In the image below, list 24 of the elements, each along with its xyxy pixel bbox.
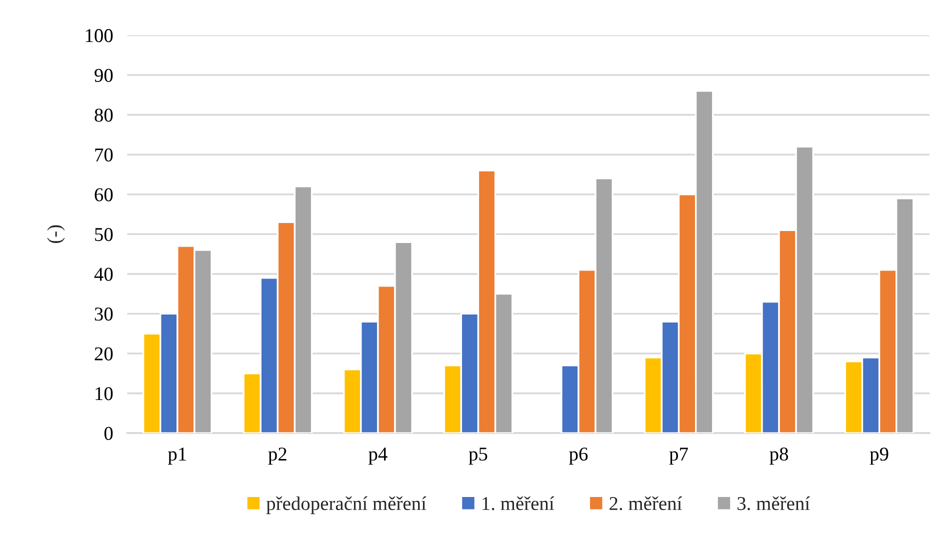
y-tick-label: 0 [104,426,113,440]
y-tick-label: 10 [96,387,113,400]
x-tick-label: p6 [569,448,588,465]
y-tick-label: 90 [94,68,113,82]
x-tick-label: p1 [168,448,186,465]
legend-label: 2. měření [610,496,682,510]
legend-label: předoperační měření [266,496,426,514]
y-tick-label: 70 [95,148,113,162]
x-tick-label: p9 [870,448,888,465]
x-tick-label: p2 [268,448,286,465]
y-tick-label: 100 [86,29,113,42]
y-tick-label: 60 [94,188,113,202]
x-tick-label: p5 [468,448,488,465]
legend-label: 1. měření [482,496,554,510]
y-tick-label: 40 [94,268,113,281]
y-tick-label: 20 [94,347,113,360]
y-tick-label: 50 [95,228,113,242]
x-tick-label: p4 [368,448,388,465]
x-tick-label: p8 [770,448,788,465]
y-tick-label: 30 [94,308,113,321]
y-tick-label: 80 [94,108,113,122]
y-axis-title: (-) [47,225,65,244]
x-tick-label: p7 [669,448,688,465]
legend-label: 3. měření [738,496,810,510]
